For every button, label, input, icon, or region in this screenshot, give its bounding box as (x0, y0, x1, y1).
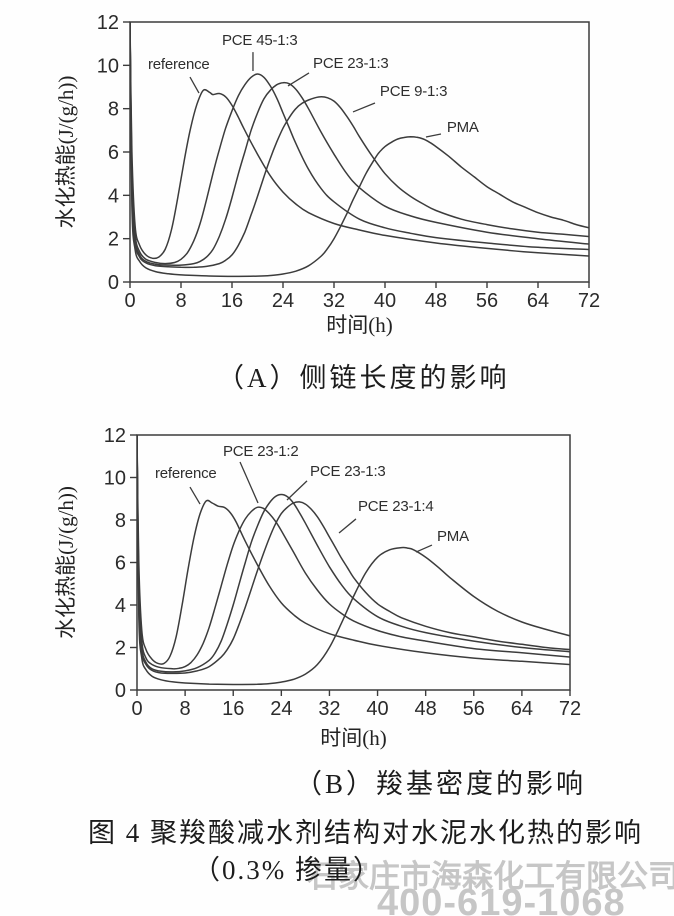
x-axis-title: 时间(h) (326, 313, 393, 337)
curve-pce-23-1-2 (137, 434, 570, 670)
y-tick-label: 4 (108, 185, 119, 207)
curve-reference (130, 21, 589, 260)
y-tick-label: 6 (115, 553, 126, 575)
x-tick-label: 8 (180, 698, 191, 720)
x-tick-label: 72 (559, 698, 581, 720)
chart-b-caption: （B）羧基密度的影响 (295, 769, 587, 799)
annotation-leader-line (352, 102, 376, 113)
y-tick-label: 0 (108, 272, 119, 294)
annotation-label: reference (155, 465, 217, 482)
x-axis-title: 时间(h) (320, 726, 387, 750)
annotation-leader-line (239, 461, 259, 504)
y-tick-label: 10 (97, 55, 119, 77)
y-tick-label: 4 (115, 595, 126, 617)
y-tick-label: 10 (104, 468, 126, 490)
x-tick-label: 48 (415, 698, 437, 720)
curve-pce-23-1-3 (137, 434, 570, 673)
annotation-label: PCE 9-1:3 (380, 83, 447, 100)
annotation-leader-line (189, 76, 200, 94)
annotation-label: reference (148, 56, 210, 73)
annotation-label: PCE 23-1:3 (310, 463, 386, 480)
curve-pce-23-1-4 (137, 434, 570, 675)
annotation-leader-line (189, 486, 201, 505)
x-tick-label: 8 (175, 290, 186, 312)
y-axis-title: 水化热能(J/(g/h)) (54, 76, 78, 229)
y-tick-label: 2 (115, 638, 126, 660)
x-tick-label: 32 (323, 290, 345, 312)
annotation-leader-line (338, 518, 357, 534)
y-tick-label: 6 (108, 142, 119, 164)
chart-b-hydration-heat: 0 8 16 24 32 40 48 56 64 72024681012时间(h)水化热能(J/(… (54, 425, 581, 750)
curve-reference (137, 434, 570, 666)
x-tick-label: 16 (222, 698, 244, 720)
annotation-label: PCE 45-1:3 (222, 32, 298, 49)
annotation-label: PMA (447, 119, 479, 136)
x-tick-label: 24 (270, 698, 292, 720)
x-tick-label: 0 (131, 698, 142, 720)
figure-caption-title: 图 4 聚羧酸减水剂结构对水泥水化热的影响 (88, 818, 643, 848)
x-tick-label: 16 (221, 290, 243, 312)
annotation-leader-line (287, 72, 310, 87)
x-tick-label: 64 (527, 290, 549, 312)
curve-pce-9-1-3 (130, 21, 589, 269)
y-tick-label: 8 (108, 99, 119, 121)
y-tick-label: 12 (104, 425, 126, 447)
y-tick-label: 0 (115, 680, 126, 702)
annotation-label: PCE 23-1:2 (223, 443, 299, 460)
figure-caption-dosage: （0.3% 掺量） (193, 855, 382, 885)
x-tick-label: 64 (511, 698, 533, 720)
annotation-label: PMA (437, 528, 469, 545)
chart-a-caption: （A）侧链长度的影响 (217, 363, 510, 393)
x-tick-label: 0 (124, 290, 135, 312)
watermark-company-name: 石家庄市海森化工有限公司 (307, 859, 674, 894)
x-tick-label: 32 (318, 698, 340, 720)
x-tick-label: 56 (476, 290, 498, 312)
curve-pma (137, 434, 570, 686)
x-tick-label: 40 (374, 290, 396, 312)
x-tick-label: 24 (272, 290, 294, 312)
annotation-leader-line (415, 544, 433, 553)
x-tick-label: 72 (578, 290, 600, 312)
x-tick-label: 40 (366, 698, 388, 720)
curve-pce-45-1-3 (130, 21, 589, 265)
y-tick-label: 2 (108, 229, 119, 251)
annotation-leader-line (425, 133, 442, 138)
annotation-leader-line (286, 480, 308, 501)
annotation-label: PCE 23-1:4 (358, 498, 434, 515)
x-tick-label: 56 (463, 698, 485, 720)
y-tick-label: 8 (115, 510, 126, 532)
chart-a-hydration-heat: 0 8 16 24 32 40 48 56 64 72024681012时间(h)水化热能(J/(… (54, 12, 600, 337)
x-tick-label: 48 (425, 290, 447, 312)
y-axis-title: 水化热能(J/(g/h)) (54, 486, 78, 639)
y-tick-label: 12 (97, 12, 119, 34)
annotation-label: PCE 23-1:3 (313, 55, 389, 72)
watermark-phone-number: 400-619-1068 (377, 882, 626, 916)
curve-pma (130, 21, 589, 278)
